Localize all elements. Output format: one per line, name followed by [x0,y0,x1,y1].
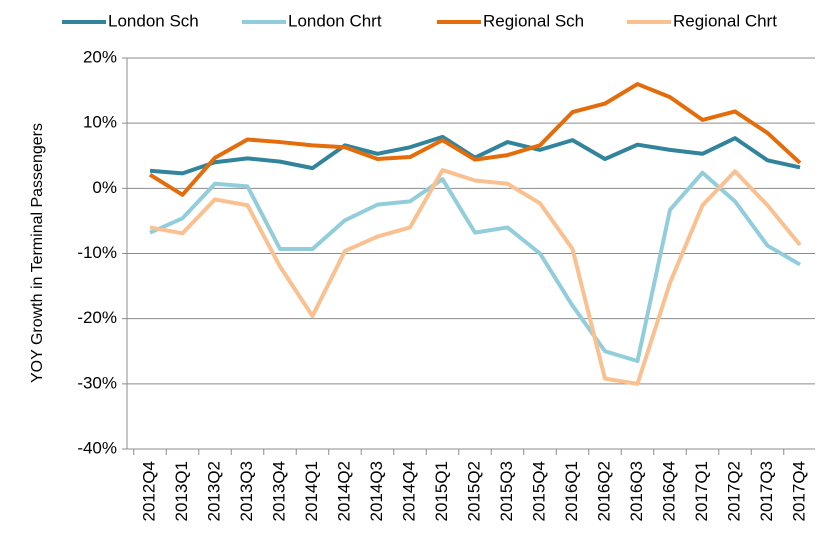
legend-label: London Sch [108,11,199,30]
x-tick-label: 2014Q2 [334,461,353,522]
y-axis-label: YOY Growth in Terminal Passengers [29,123,46,383]
y-tick-label: -10% [77,243,117,262]
x-tick-label: 2012Q4 [139,461,158,522]
x-tick-label: 2014Q1 [302,461,321,522]
y-tick-label: 20% [83,47,117,66]
y-tick-label: -20% [77,308,117,327]
y-tick-label: 0% [92,178,117,197]
series-line [148,82,802,197]
legend-label: Regional Chrt [673,11,777,30]
x-tick-label: 2017Q1 [692,461,711,522]
x-tick-label: 2017Q4 [789,461,808,522]
x-tick-label: 2016Q3 [627,461,646,522]
x-tick-label: 2017Q2 [724,461,743,522]
legend-label: Regional Sch [483,11,584,30]
x-tick-label: 2013Q1 [172,461,191,522]
y-tick-label: -30% [77,373,117,392]
x-tick-label: 2014Q4 [399,461,418,522]
y-tick-label: 10% [83,113,117,132]
x-tick-label: 2016Q4 [659,461,678,522]
x-tick-label: 2015Q3 [497,461,516,522]
series-line [149,134,801,176]
x-tick-label: 2016Q2 [594,461,613,522]
x-tick-label: 2017Q3 [757,461,776,522]
y-tick-label: -40% [77,438,117,457]
x-tick-label: 2015Q4 [529,461,548,522]
x-tick-label: 2016Q1 [562,461,581,522]
x-tick-label: 2013Q4 [269,461,288,522]
x-tick-label: 2014Q3 [367,461,386,522]
x-tick-label: 2013Q2 [204,461,223,522]
series-line [149,168,802,386]
x-tick-label: 2015Q1 [432,461,451,522]
x-tick-label: 2015Q2 [464,461,483,522]
legend-label: London Chrt [288,11,382,30]
series-line [149,170,802,364]
x-tick-label: 2013Q3 [237,461,256,522]
